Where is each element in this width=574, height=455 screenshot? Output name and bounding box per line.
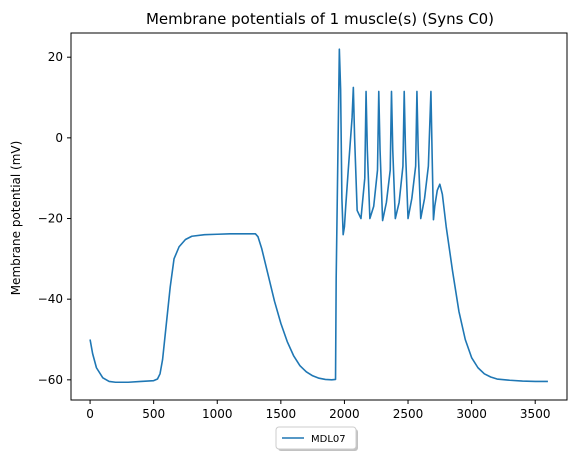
x-tick-label: 0 xyxy=(86,407,94,421)
x-tick-label: 500 xyxy=(142,407,165,421)
series-line-mdl07 xyxy=(89,48,548,384)
y-axis: −60 −40 −20 0 20 xyxy=(38,50,71,387)
legend-label-mdl07: MDL07 xyxy=(311,434,346,445)
x-tick-label: 2000 xyxy=(329,407,360,421)
y-tick-label: 0 xyxy=(55,131,63,145)
x-tick-label: 3000 xyxy=(456,407,487,421)
x-axis: 0 500 1000 1500 2000 2500 3000 3500 xyxy=(86,400,550,421)
x-tick-label: 2500 xyxy=(393,407,424,421)
y-axis-label: Membrane potential (mV) xyxy=(9,141,23,296)
legend-box xyxy=(275,426,357,450)
y-tick-label: −60 xyxy=(38,373,63,387)
x-tick-label: 1000 xyxy=(202,407,233,421)
x-tick-label: 3500 xyxy=(520,407,551,421)
y-tick-label: −20 xyxy=(38,212,63,226)
plot-frame xyxy=(70,32,568,401)
chart-title: Membrane potentials of 1 muscle(s) (Syns… xyxy=(146,10,494,28)
y-tick-label: 20 xyxy=(48,50,63,64)
legend: MDL07 xyxy=(275,426,358,451)
x-tick-label: 1500 xyxy=(266,407,297,421)
y-tick-label: −40 xyxy=(38,292,63,306)
